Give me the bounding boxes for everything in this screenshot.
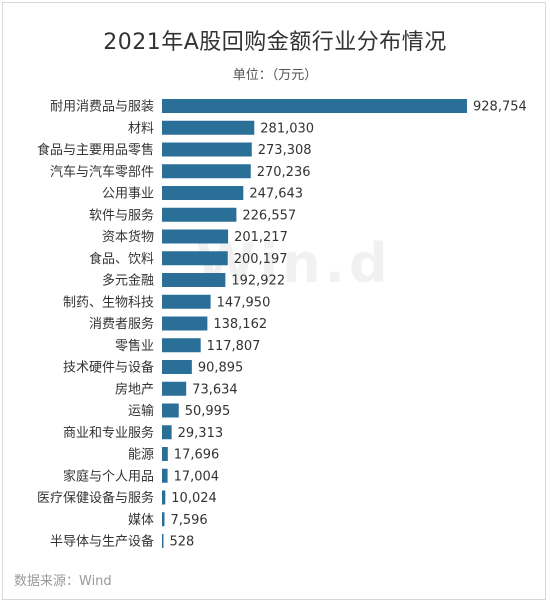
bar	[162, 425, 172, 440]
category-label: 运输	[128, 403, 154, 419]
source-note: 数据来源：Wind	[14, 574, 112, 589]
bar	[162, 251, 228, 266]
value-label: 10,024	[171, 491, 217, 506]
bar	[162, 186, 244, 200]
value-label: 247,643	[249, 187, 303, 202]
category-label: 耐用消费品与服装	[50, 100, 154, 115]
category-label: 消费者服务	[89, 316, 154, 332]
value-label: 50,995	[185, 404, 231, 419]
bar	[162, 468, 168, 483]
value-label: 117,807	[207, 339, 261, 354]
category-label: 能源	[128, 448, 154, 463]
value-label: 17,004	[174, 469, 220, 484]
category-label: 媒体	[128, 513, 154, 528]
value-label: 192,922	[231, 274, 285, 289]
category-label: 技术硬件与设备	[63, 360, 154, 376]
bar	[162, 229, 229, 244]
value-label: 528	[170, 535, 195, 550]
value-label: 226,557	[242, 208, 296, 223]
category-label: 零售业	[115, 338, 154, 354]
category-label: 食品与主要用品零售	[37, 142, 154, 158]
value-label: 147,950	[217, 295, 271, 310]
category-label: 家庭与个人用品	[63, 468, 154, 484]
bar	[162, 403, 179, 418]
value-label: 281,030	[260, 121, 314, 136]
bar	[162, 294, 211, 309]
value-label: 7,596	[170, 513, 207, 528]
category-label: 材料	[128, 121, 154, 136]
chart-title: 2021年A股回购金额行业分布情况	[103, 30, 447, 55]
category-label: 汽车与汽车零部件	[50, 164, 154, 180]
bar	[162, 381, 187, 396]
value-label: 73,634	[192, 382, 238, 397]
bar	[162, 360, 192, 374]
category-label: 医疗保健设备与服务	[37, 490, 154, 506]
bar	[162, 316, 208, 331]
bar	[162, 164, 251, 179]
value-label: 90,895	[198, 361, 244, 376]
value-label: 201,217	[234, 230, 288, 245]
bar	[162, 207, 237, 222]
bar	[162, 512, 165, 527]
category-label: 食品、饮料	[89, 251, 154, 267]
category-label: 多元金融	[102, 273, 154, 289]
value-label: 17,696	[174, 448, 220, 463]
bar	[162, 120, 255, 135]
bar	[162, 273, 226, 287]
value-label: 29,313	[178, 426, 224, 441]
category-label: 商业和专业服务	[63, 425, 154, 441]
bar	[162, 99, 467, 113]
category-label: 软件与服务	[89, 207, 154, 223]
value-label: 928,754	[473, 100, 527, 115]
category-label: 房地产	[115, 381, 154, 397]
bar	[162, 534, 164, 548]
category-label: 资本货物	[102, 229, 154, 245]
category-label: 半导体与生产设备	[50, 534, 154, 550]
bar	[162, 490, 166, 505]
category-label: 公用事业	[102, 187, 154, 202]
value-label: 200,197	[234, 252, 288, 267]
value-label: 138,162	[213, 317, 267, 332]
category-label: 制药、生物科技	[63, 295, 154, 310]
value-label: 273,308	[258, 143, 312, 158]
bar	[162, 142, 252, 157]
bar	[162, 338, 201, 353]
value-label: 270,236	[257, 165, 311, 180]
bar	[162, 447, 168, 461]
unit-label: 单位：（万元）	[232, 68, 318, 83]
